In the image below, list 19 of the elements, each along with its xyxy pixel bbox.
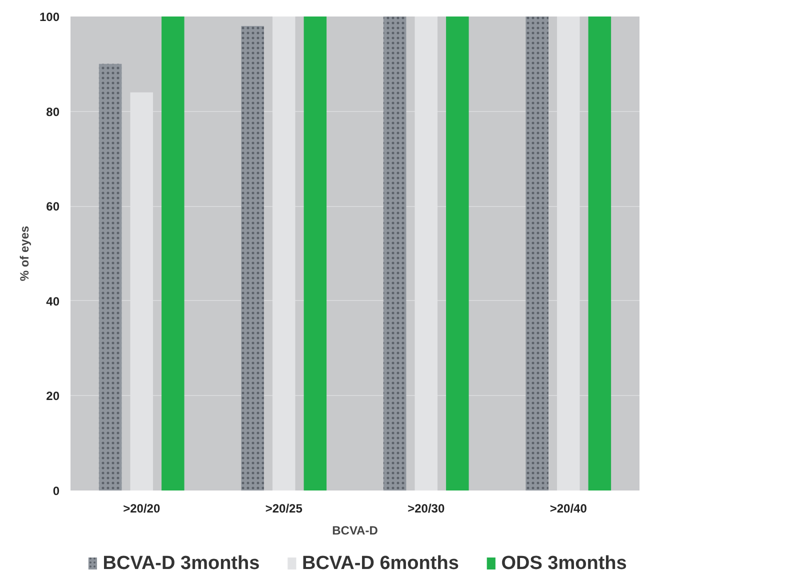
y-tick-label: 20: [46, 389, 60, 404]
y-tick-label: 0: [52, 484, 60, 498]
bar: [162, 16, 184, 490]
bar: [446, 16, 469, 490]
y-tick-label: 60: [46, 200, 60, 214]
bar: [304, 16, 327, 490]
x-tick-label: >20/30: [408, 502, 445, 516]
legend-label: BCVA-D 6months: [302, 553, 459, 574]
x-tick-label: >20/40: [550, 502, 588, 516]
legend-label: ODS 3months: [501, 553, 627, 574]
y-tick-label: 100: [39, 10, 60, 24]
bar: [588, 16, 612, 490]
x-tick-label: >20/25: [265, 502, 303, 516]
x-tick-label: >20/20: [123, 502, 160, 516]
y-axis-title: % of eyes: [17, 225, 32, 282]
legend-label: BCVA-D 3months: [102, 553, 260, 574]
y-tick-label: 40: [46, 294, 60, 308]
x-axis-title: BCVA-D: [332, 524, 378, 538]
y-tick-label: 80: [46, 104, 60, 119]
